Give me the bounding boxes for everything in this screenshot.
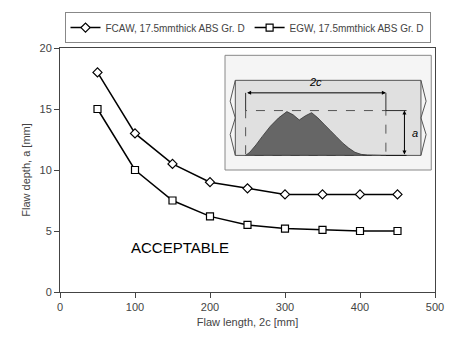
svg-text:ACCEPTABLE: ACCEPTABLE xyxy=(131,239,229,256)
svg-text:10: 10 xyxy=(40,164,52,176)
svg-text:Flaw depth, a [mm]: Flaw depth, a [mm] xyxy=(20,123,32,217)
svg-text:0: 0 xyxy=(46,286,52,298)
svg-text:300: 300 xyxy=(276,301,294,313)
svg-text:20: 20 xyxy=(40,42,52,54)
svg-text:500: 500 xyxy=(426,301,444,313)
svg-text:100: 100 xyxy=(126,301,144,313)
svg-text:2c: 2c xyxy=(309,76,322,88)
svg-text:0: 0 xyxy=(57,301,63,313)
svg-text:15: 15 xyxy=(40,103,52,115)
svg-text:FCAW, 17.5mmthick ABS Gr. D: FCAW, 17.5mmthick ABS Gr. D xyxy=(106,23,245,34)
svg-text:400: 400 xyxy=(351,301,369,313)
svg-text:5: 5 xyxy=(46,225,52,237)
svg-text:a: a xyxy=(412,127,418,139)
svg-text:Flaw length, 2c [mm]: Flaw length, 2c [mm] xyxy=(197,316,298,328)
svg-text:EGW, 17.5mmthick ABS Gr. D: EGW, 17.5mmthick ABS Gr. D xyxy=(290,23,424,34)
svg-text:200: 200 xyxy=(201,301,219,313)
